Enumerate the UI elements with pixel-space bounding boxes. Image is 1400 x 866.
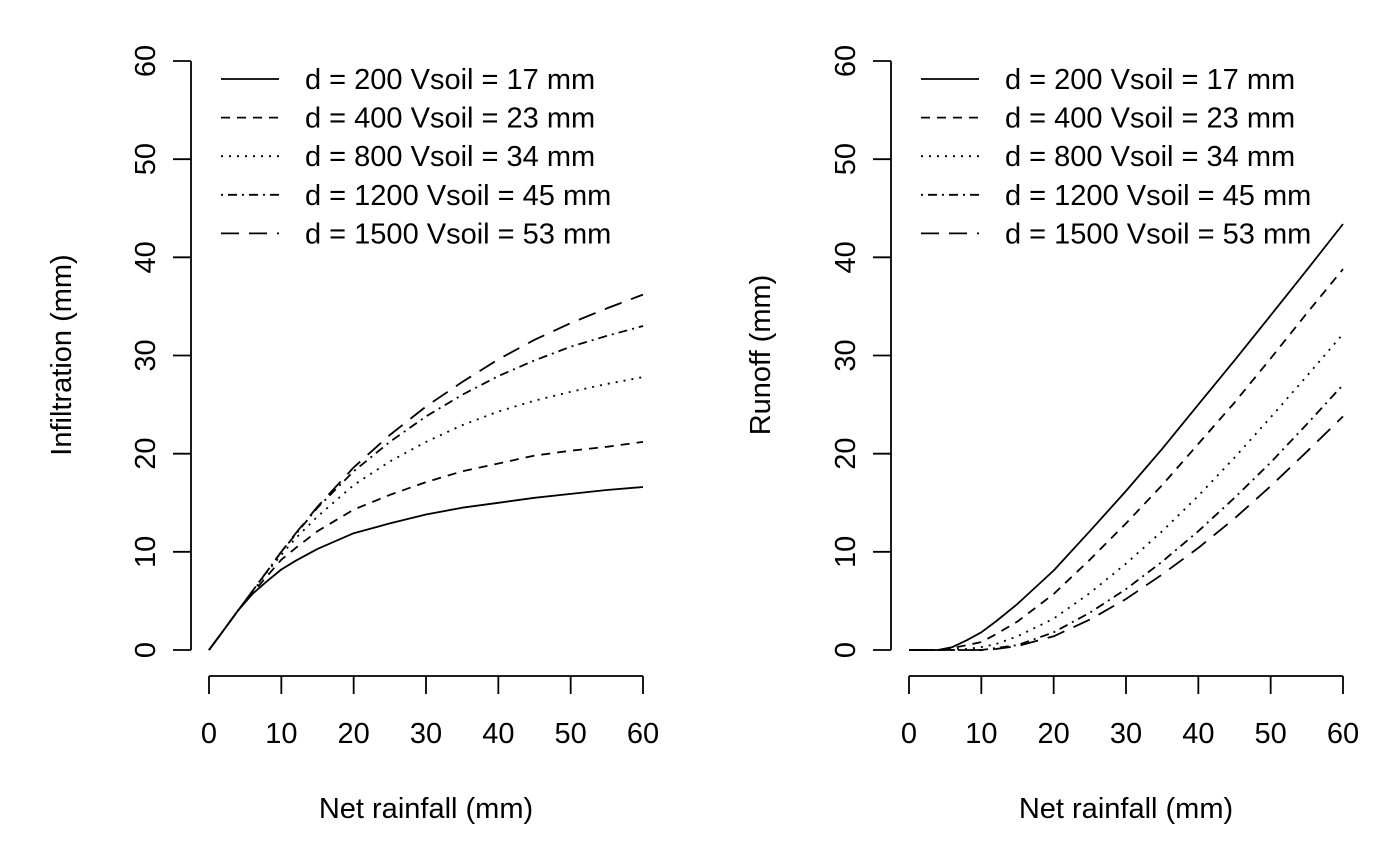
runoff-x-axis-label: Net rainfall (mm) (1019, 793, 1233, 825)
infiltration-y-tick-label: 0 (130, 642, 162, 658)
runoff-legend-label-5: d = 1500 Vsoil = 53 mm (1005, 218, 1311, 250)
infiltration-y-tick-label: 60 (130, 45, 162, 77)
runoff-legend-label-1: d = 200 Vsoil = 17 mm (1005, 64, 1295, 96)
runoff-legend-label-3: d = 800 Vsoil = 34 mm (1005, 141, 1295, 173)
runoff-x-tick-label: 40 (1182, 718, 1214, 750)
infiltration-legend-label-3: d = 800 Vsoil = 34 mm (305, 141, 595, 173)
runoff-y-tick-label: 0 (830, 642, 862, 658)
runoff-y-tick-label: 30 (830, 339, 862, 371)
infiltration-y-tick-label: 50 (130, 143, 162, 175)
runoff-y-tick-label: 20 (830, 438, 862, 470)
infiltration-y-tick-label: 10 (130, 536, 162, 568)
runoff-series-line-4 (909, 384, 1344, 651)
infiltration-series-line-4 (208, 325, 644, 651)
runoff-x-tick-label: 30 (1110, 718, 1142, 750)
runoff-y-tick-label: 10 (830, 536, 862, 568)
infiltration-panel: Net rainfall (mm) Infiltration (mm) 0 10 2… (46, 45, 659, 825)
infiltration-x-tick-label: 0 (201, 718, 217, 750)
infiltration-x-tick-label: 50 (555, 718, 587, 750)
runoff-y-tick-label: 50 (830, 143, 862, 175)
runoff-legend-label-2: d = 400 Vsoil = 23 mm (1005, 103, 1295, 135)
runoff-y-axis-label: Runoff (mm) (745, 275, 777, 436)
infiltration-series-line-2 (208, 441, 644, 651)
runoff-x-tick-label: 10 (965, 718, 997, 750)
infiltration-legend-label-2: d = 400 Vsoil = 23 mm (305, 103, 595, 135)
infiltration-legend-label-4: d = 1200 Vsoil = 45 mm (305, 180, 611, 212)
runoff-y-tick-label: 40 (830, 241, 862, 273)
infiltration-y-tick-label: 30 (130, 339, 162, 371)
runoff-legend-label-4: d = 1200 Vsoil = 45 mm (1005, 180, 1311, 212)
runoff-series-line-2 (909, 268, 1344, 651)
infiltration-y-tick-label: 20 (130, 438, 162, 470)
runoff-x-tick-label: 20 (1038, 718, 1070, 750)
infiltration-y-axis-label: Infiltration (mm) (46, 254, 78, 455)
infiltration-legend-label-1: d = 200 Vsoil = 17 mm (305, 64, 595, 96)
runoff-panel: Net rainfall (mm) Runoff (mm) 0 10 20 30 40 5… (745, 45, 1359, 825)
runoff-x-tick-label: 50 (1255, 718, 1287, 750)
infiltration-x-axis-label: Net rainfall (mm) (319, 793, 533, 825)
runoff-x-tick-label: 0 (901, 718, 917, 750)
infiltration-y-tick-label: 40 (130, 241, 162, 273)
infiltration-x-tick-label: 30 (410, 718, 442, 750)
infiltration-series-line-5 (208, 293, 644, 651)
infiltration-x-tick-label: 40 (482, 718, 514, 750)
infiltration-legend-label-5: d = 1500 Vsoil = 53 mm (305, 218, 611, 250)
infiltration-x-tick-label: 10 (265, 718, 297, 750)
runoff-x-tick-label: 60 (1327, 718, 1359, 750)
infiltration-series-line-1 (208, 486, 644, 651)
infiltration-x-tick-label: 20 (338, 718, 370, 750)
runoff-y-tick-label: 60 (830, 45, 862, 77)
runoff-series-line-5 (909, 415, 1344, 651)
infiltration-x-tick-label: 60 (627, 718, 659, 750)
